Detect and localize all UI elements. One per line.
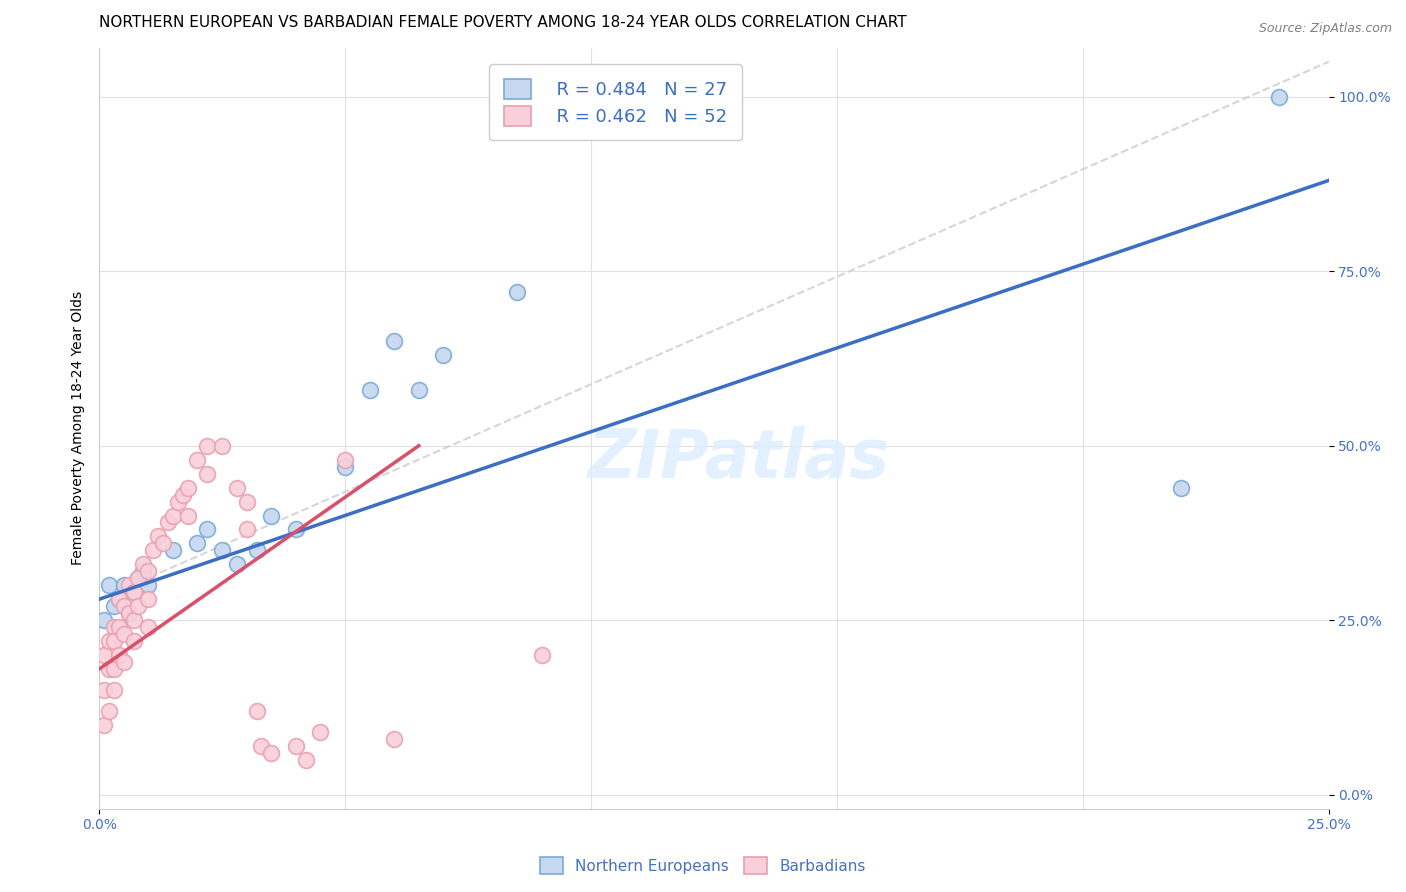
Point	[382, 334, 405, 348]
Point	[112, 578, 135, 592]
Point	[103, 634, 125, 648]
Point	[166, 494, 188, 508]
Point	[506, 285, 529, 300]
Text: Source: ZipAtlas.com: Source: ZipAtlas.com	[1258, 22, 1392, 36]
Point	[186, 536, 208, 550]
Point	[284, 739, 307, 753]
Point	[530, 648, 553, 662]
Point	[93, 718, 115, 732]
Point	[107, 620, 129, 634]
Point	[117, 606, 139, 620]
Point	[98, 662, 121, 676]
Point	[152, 536, 174, 550]
Point	[117, 606, 139, 620]
Point	[195, 467, 218, 481]
Point	[93, 613, 115, 627]
Point	[122, 613, 145, 627]
Point	[211, 543, 233, 558]
Point	[112, 655, 135, 669]
Point	[225, 481, 247, 495]
Point	[127, 599, 149, 614]
Point	[98, 578, 121, 592]
Point	[260, 746, 283, 760]
Point	[432, 348, 454, 362]
Point	[176, 481, 198, 495]
Point	[245, 543, 267, 558]
Text: NORTHERN EUROPEAN VS BARBADIAN FEMALE POVERTY AMONG 18-24 YEAR OLDS CORRELATION : NORTHERN EUROPEAN VS BARBADIAN FEMALE PO…	[100, 15, 907, 30]
Point	[103, 620, 125, 634]
Point	[1268, 89, 1291, 103]
Point	[162, 543, 184, 558]
Point	[136, 578, 159, 592]
Point	[107, 648, 129, 662]
Point	[98, 634, 121, 648]
Point	[309, 725, 332, 739]
Point	[142, 543, 165, 558]
Point	[103, 662, 125, 676]
Point	[176, 508, 198, 523]
Point	[211, 439, 233, 453]
Point	[127, 571, 149, 585]
Point	[333, 452, 356, 467]
Point	[146, 529, 169, 543]
Point	[225, 558, 247, 572]
Point	[359, 383, 381, 397]
Point	[127, 571, 149, 585]
Point	[579, 89, 602, 103]
Point	[136, 565, 159, 579]
Point	[195, 523, 218, 537]
Point	[122, 585, 145, 599]
Point	[235, 523, 257, 537]
Point	[260, 508, 283, 523]
Point	[98, 704, 121, 718]
Point	[186, 452, 208, 467]
Point	[136, 620, 159, 634]
Legend: Northern Europeans, Barbadians: Northern Europeans, Barbadians	[534, 851, 872, 880]
Point	[112, 599, 135, 614]
Point	[245, 704, 267, 718]
Point	[250, 739, 273, 753]
Text: ZIPatlas: ZIPatlas	[588, 425, 890, 491]
Point	[235, 494, 257, 508]
Point	[162, 508, 184, 523]
Point	[408, 383, 430, 397]
Point	[93, 648, 115, 662]
Point	[284, 523, 307, 537]
Point	[132, 558, 155, 572]
Point	[172, 487, 194, 501]
Point	[107, 592, 129, 607]
Point	[122, 585, 145, 599]
Point	[103, 599, 125, 614]
Point	[103, 683, 125, 698]
Y-axis label: Female Poverty Among 18-24 Year Olds: Female Poverty Among 18-24 Year Olds	[72, 291, 86, 566]
Point	[132, 565, 155, 579]
Point	[333, 459, 356, 474]
Point	[156, 516, 179, 530]
Point	[112, 627, 135, 641]
Point	[1170, 481, 1192, 495]
Point	[107, 592, 129, 607]
Point	[122, 634, 145, 648]
Point	[93, 683, 115, 698]
Point	[195, 439, 218, 453]
Point	[117, 578, 139, 592]
Point	[136, 592, 159, 607]
Point	[294, 753, 316, 767]
Legend:   R = 0.484   N = 27,   R = 0.462   N = 52: R = 0.484 N = 27, R = 0.462 N = 52	[489, 64, 742, 140]
Point	[382, 731, 405, 746]
